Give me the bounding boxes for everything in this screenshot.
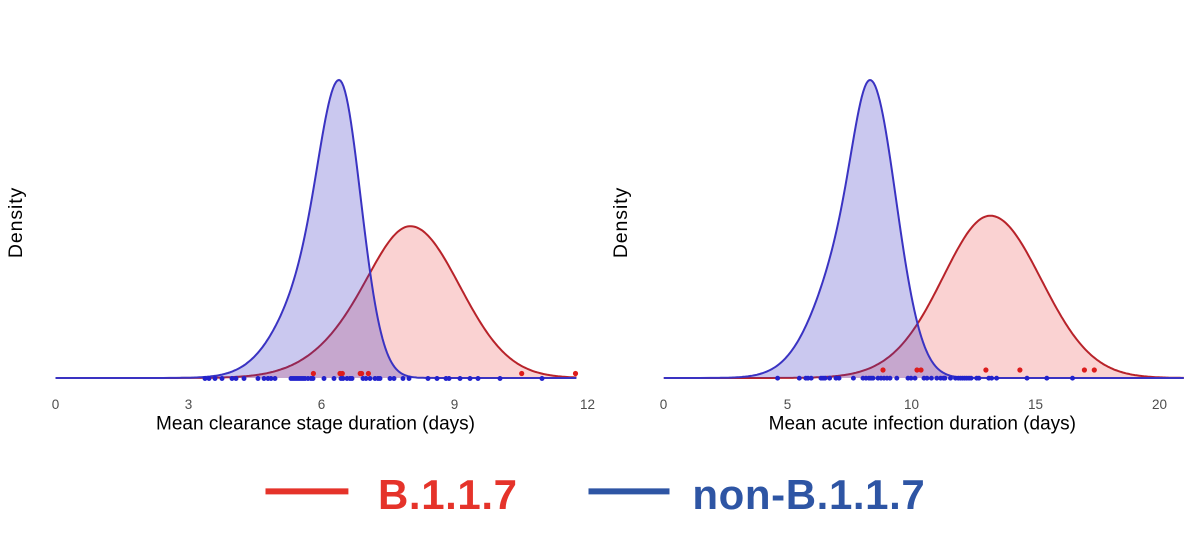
svg-text:5: 5 xyxy=(784,397,792,412)
svg-text:B.1.1.7: B.1.1.7 xyxy=(378,471,518,518)
svg-text:Mean acute infection duration: Mean acute infection duration (days) xyxy=(769,413,1076,434)
svg-text:9: 9 xyxy=(451,397,459,412)
svg-text:0: 0 xyxy=(52,397,60,412)
svg-text:3: 3 xyxy=(185,397,193,412)
svg-text:15: 15 xyxy=(1028,397,1043,412)
svg-text:10: 10 xyxy=(904,397,919,412)
svg-text:20: 20 xyxy=(1152,397,1167,412)
svg-text:Density: Density xyxy=(5,187,27,258)
svg-text:non-B.1.1.7: non-B.1.1.7 xyxy=(692,471,925,518)
svg-text:6: 6 xyxy=(318,397,326,412)
svg-text:Density: Density xyxy=(610,187,632,258)
svg-text:Mean clearance stage duration: Mean clearance stage duration (days) xyxy=(156,413,475,434)
svg-text:12: 12 xyxy=(580,397,595,412)
svg-text:0: 0 xyxy=(660,397,668,412)
